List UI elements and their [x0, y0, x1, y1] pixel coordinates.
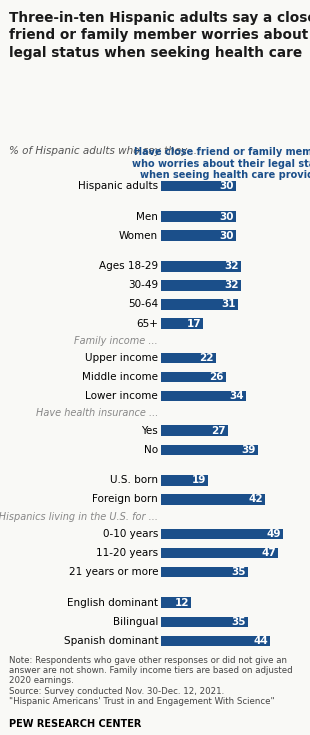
Text: Family income ...: Family income ...: [74, 336, 158, 345]
Bar: [161, 528, 283, 539]
Text: Women: Women: [119, 231, 158, 240]
Text: Yes: Yes: [141, 426, 158, 436]
Text: 30: 30: [219, 181, 234, 191]
Text: Spanish dominant: Spanish dominant: [64, 636, 158, 646]
Text: 42: 42: [249, 495, 264, 504]
Bar: [161, 299, 238, 309]
Text: 26: 26: [209, 372, 224, 382]
Text: U.S. born: U.S. born: [110, 476, 158, 485]
Text: Foreign-born Hispanics living in the U.S. for ...: Foreign-born Hispanics living in the U.S…: [0, 512, 158, 522]
Text: 39: 39: [241, 445, 256, 455]
Bar: [161, 211, 236, 222]
Text: 22: 22: [199, 353, 214, 363]
Text: 30: 30: [219, 212, 234, 221]
Bar: [161, 181, 236, 191]
Text: Men: Men: [136, 212, 158, 221]
Text: 30-49: 30-49: [128, 280, 158, 290]
Text: Three-in-ten Hispanic adults say a close
friend or family member worries about
l: Three-in-ten Hispanic adults say a close…: [9, 11, 310, 60]
Bar: [161, 636, 270, 646]
Text: Bilingual: Bilingual: [113, 617, 158, 627]
Text: Have close friend or family member
who worries about their legal status
when see: Have close friend or family member who w…: [132, 147, 310, 180]
Text: Hispanic adults: Hispanic adults: [78, 181, 158, 191]
Text: 32: 32: [224, 261, 239, 271]
Text: 35: 35: [232, 567, 246, 577]
Text: 27: 27: [211, 426, 226, 436]
Text: Note: Respondents who gave other responses or did not give an
answer are not sho: Note: Respondents who gave other respons…: [9, 656, 293, 706]
Text: 30: 30: [219, 231, 234, 240]
Text: 49: 49: [266, 529, 281, 539]
Text: PEW RESEARCH CENTER: PEW RESEARCH CENTER: [9, 719, 142, 729]
Text: 17: 17: [187, 318, 202, 329]
Text: Foreign born: Foreign born: [92, 495, 158, 504]
Text: Have health insurance ...: Have health insurance ...: [36, 409, 158, 418]
Bar: [161, 475, 208, 486]
Text: 12: 12: [175, 598, 189, 608]
Text: Middle income: Middle income: [82, 372, 158, 382]
Bar: [161, 318, 203, 329]
Bar: [161, 391, 246, 401]
Bar: [161, 372, 226, 382]
Text: 47: 47: [261, 548, 276, 558]
Text: No: No: [144, 445, 158, 455]
Text: 44: 44: [254, 636, 268, 646]
Text: 50-64: 50-64: [128, 299, 158, 309]
Bar: [161, 567, 248, 578]
Text: English dominant: English dominant: [67, 598, 158, 608]
Text: 65+: 65+: [136, 318, 158, 329]
Text: 32: 32: [224, 280, 239, 290]
Text: Upper income: Upper income: [85, 353, 158, 363]
Bar: [161, 230, 236, 241]
Text: 35: 35: [232, 617, 246, 627]
Text: 0-10 years: 0-10 years: [103, 529, 158, 539]
Bar: [161, 548, 278, 559]
Bar: [161, 494, 265, 505]
Text: Lower income: Lower income: [85, 391, 158, 401]
Text: % of Hispanic adults who say they ...: % of Hispanic adults who say they ...: [9, 146, 201, 156]
Bar: [161, 353, 216, 363]
Text: 19: 19: [192, 476, 206, 485]
Bar: [161, 280, 241, 290]
Text: 11-20 years: 11-20 years: [96, 548, 158, 558]
Text: 21 years or more: 21 years or more: [69, 567, 158, 577]
Bar: [161, 261, 241, 271]
Bar: [161, 445, 258, 455]
Text: 31: 31: [222, 299, 236, 309]
Text: 34: 34: [229, 391, 244, 401]
Bar: [161, 598, 191, 608]
Bar: [161, 426, 228, 436]
Bar: [161, 617, 248, 627]
Text: Ages 18-29: Ages 18-29: [99, 261, 158, 271]
